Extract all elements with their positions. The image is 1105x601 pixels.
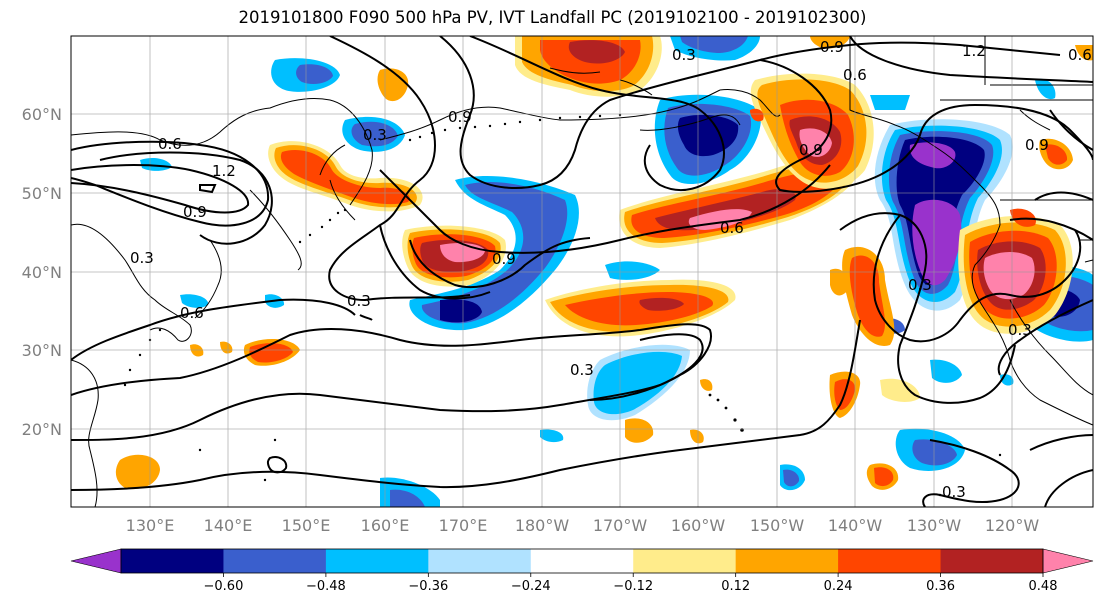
map-title: 2019101800 F090 500 hPa PV, IVT Landfall… [238,8,867,27]
contour-label: 0.3 [942,483,966,501]
latitude-labels: 60°N 50°N 40°N 30°N 20°N [22,105,62,439]
contour-label: 0.3 [570,361,594,379]
contour-label: 0.9 [448,108,472,126]
contour-labels: 0.9 1.2 0.6 0.9 0.6 0.3 0.9 0.6 1.2 0.9 … [130,38,1092,501]
positive-anomaly-blobs [115,36,1093,490]
colorbar-outline [120,548,1044,574]
contour-label: 0.3 [363,126,387,144]
contour-label: 0.9 [183,203,207,221]
contour-label: 0.3 [672,46,696,64]
lon-label: 150°E [282,516,331,535]
lon-label: 160°W [671,516,726,535]
lat-label-20n: 20°N [22,420,62,439]
lat-label-60n: 60°N [22,105,62,124]
gridlines [71,36,1093,507]
colorbar-swatch [428,549,532,573]
contour-label: 0.6 [843,66,867,84]
lon-label: 170°W [593,516,648,535]
contour-label: 0.3 [130,249,154,267]
lon-label: 150°W [750,516,805,535]
lon-label: 130°E [126,516,175,535]
lon-label: 160°E [361,516,410,535]
colorbar: −0.60 −0.48 −0.36 −0.24 −0.12 0.12 0.24 0.36 0.4… [70,548,1094,594]
colorbar-tick-label: −0.24 [511,579,551,594]
shaded-field: 0.9 1.2 0.6 0.9 0.6 0.3 0.9 0.6 1.2 0.9 … [71,36,1093,507]
lat-label-40n: 40°N [22,263,62,282]
colorbar-tick-label: −0.48 [306,579,346,594]
lon-label: 130°W [907,516,962,535]
lat-label-30n: 30°N [22,341,62,360]
contour-label: 0.6 [1068,46,1092,64]
colorbar-swatch [223,549,327,573]
map-frame [70,35,1094,508]
contour-label: 0.6 [180,304,204,322]
contour-label: 0.3 [908,276,932,294]
lon-label: 140°W [828,516,883,535]
contour-label: 0.3 [347,292,371,310]
colorbar-tick-label: −0.36 [408,579,448,594]
contour-label: 0.9 [1025,136,1049,154]
colorbar-swatch [530,549,634,573]
colorbar-swatch [735,549,839,573]
colorbar-swatch [940,549,1044,573]
pv-contours [71,36,1093,507]
lat-label-50n: 50°N [22,184,62,203]
colorbar-max-extension [1042,548,1094,574]
negative-anomaly-blobs [140,36,1093,507]
contour-label: 0.6 [158,135,182,153]
contour-label: 0.3 [1008,321,1032,339]
colorbar-tick-label: 0.24 [824,579,853,594]
colorbar-tick-label: 0.12 [721,579,750,594]
colorbar-tick-label: 0.36 [926,579,955,594]
colorbar-min-extension [70,548,122,574]
contour-label: 0.9 [799,141,823,159]
lon-label: 180°W [515,516,570,535]
colorbar-tick-label: 0.48 [1029,579,1058,594]
longitude-labels: 130°E 140°E 150°E 160°E 170°E 180°W 170°… [126,516,1040,535]
contour-label: 0.9 [492,250,516,268]
contour-label: 1.2 [212,162,236,180]
lon-label: 170°E [439,516,488,535]
lon-label: 140°E [204,516,253,535]
colorbar-tick-label: −0.60 [204,579,244,594]
colorbar-swatch [633,549,737,573]
contour-label: 1.2 [962,42,986,60]
colorbar-swatch [121,549,224,573]
colorbar-swatch [325,549,429,573]
contour-label: 0.6 [720,219,744,237]
colorbar-tick-label: −0.12 [613,579,653,594]
contour-label: 0.9 [820,38,844,56]
lon-label: 120°W [985,516,1040,535]
colorbar-swatch [838,549,942,573]
